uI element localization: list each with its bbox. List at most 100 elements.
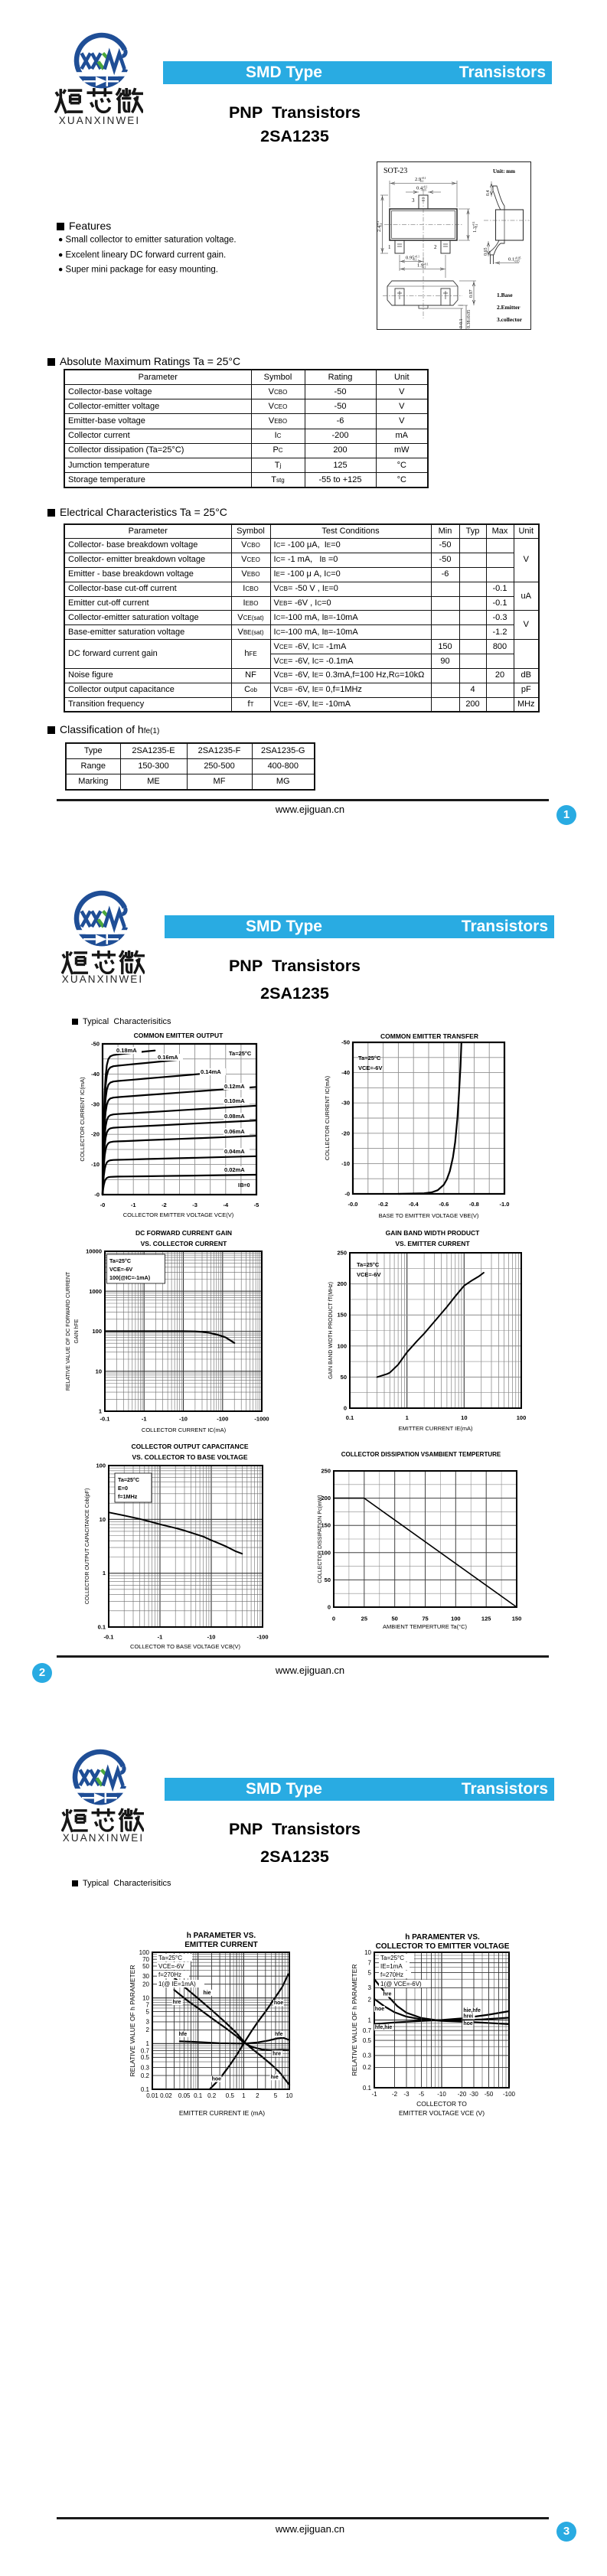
svg-text:-0.8: -0.8 [469, 1201, 479, 1208]
svg-text:-0: -0 [100, 1202, 106, 1208]
svg-text:100(@IC=-1mA): 100(@IC=-1mA) [109, 1274, 151, 1281]
svg-text:-20: -20 [341, 1130, 350, 1136]
svg-text:RELATIVE VALUE OF DC FORWARD C: RELATIVE VALUE OF DC FORWARD CURRENT [66, 1271, 71, 1391]
svg-text:-1: -1 [158, 1634, 163, 1641]
svg-text:COLLECTOR EMITTER VOLTAGE VCE(: COLLECTOR EMITTER VOLTAGE VCE(V) [123, 1211, 234, 1218]
svg-text:0.01: 0.01 [146, 2092, 158, 2099]
svg-text:-4: -4 [223, 1202, 228, 1208]
svg-text:150: 150 [512, 1616, 522, 1622]
svg-text:EMITTER VOLTAGE VCE (V): EMITTER VOLTAGE VCE (V) [399, 2109, 485, 2117]
svg-text:0-0.1: 0-0.1 [459, 319, 464, 329]
svg-text:0.16mA: 0.16mA [158, 1054, 178, 1061]
svg-text:VCE=-6V: VCE=-6V [158, 1963, 184, 1970]
svg-text:DC FORWARD CURRENT GAIN: DC FORWARD CURRENT GAIN [135, 1229, 232, 1237]
svg-text:-50: -50 [485, 2091, 494, 2098]
svg-text:0.1: 0.1 [346, 1414, 354, 1421]
svg-text:2: 2 [256, 2092, 259, 2099]
svg-text:COLLECTOR TO BASE VOLTAGE VCB(: COLLECTOR TO BASE VOLTAGE VCB(V) [130, 1643, 240, 1650]
svg-text:1.3+0.1-0.1: 1.3+0.1-0.1 [472, 221, 478, 233]
svg-text:f=270Hz: f=270Hz [158, 1971, 181, 1978]
svg-text:1000: 1000 [89, 1288, 102, 1295]
svg-text:-100: -100 [217, 1416, 228, 1423]
svg-text:RELATIVE VALUE OF h PARAMETER: RELATIVE VALUE OF h PARAMETER [129, 1965, 136, 2077]
svg-text:hfe: hfe [179, 2032, 188, 2037]
svg-text:h PARAMENTER VS.: h PARAMENTER VS. [405, 1933, 480, 1942]
svg-text:-5: -5 [254, 1202, 259, 1208]
svg-text:30: 30 [142, 1973, 149, 1980]
svg-text:AMBIENT TEMPERTURE Ta(°C): AMBIENT TEMPERTURE Ta(°C) [383, 1623, 467, 1630]
svg-text:hoe: hoe [274, 2000, 284, 2006]
svg-text:h PARAMETER VS.: h PARAMETER VS. [187, 1932, 256, 1940]
svg-text:1: 1 [242, 2092, 246, 2099]
svg-text:EMITTER CURRENT: EMITTER CURRENT [184, 1941, 258, 1949]
svg-text:COLLECTOR TO: COLLECTOR TO [416, 2100, 467, 2108]
svg-text:-0: -0 [344, 1191, 350, 1198]
svg-text:COLLECTOR OUTPUT CAPACITANCE C: COLLECTOR OUTPUT CAPACITANCE Cob(pF) [85, 1489, 90, 1605]
svg-text:0.2: 0.2 [363, 2064, 372, 2071]
svg-text:0.38±0.05: 0.38±0.05 [467, 310, 472, 328]
svg-text:5: 5 [274, 2092, 278, 2099]
svg-text:0.10mA: 0.10mA [224, 1097, 245, 1104]
svg-text:10: 10 [461, 1414, 467, 1421]
svg-text:0.97: 0.97 [469, 290, 474, 298]
svg-text:-10: -10 [91, 1161, 100, 1168]
svg-text:hre: hre [173, 2000, 181, 2005]
svg-text:1(@ IE=1mA): 1(@ IE=1mA) [158, 1981, 196, 1987]
svg-text:10: 10 [142, 1994, 149, 2001]
svg-text:hfe: hfe [275, 2032, 283, 2037]
svg-text:-3: -3 [403, 2091, 410, 2098]
svg-text:VS. COLLECTOR CURRENT: VS. COLLECTOR CURRENT [141, 1240, 228, 1247]
svg-text:5: 5 [146, 2008, 150, 2015]
svg-text:COLLECTOR CURRENT IC(mA): COLLECTOR CURRENT IC(mA) [142, 1427, 227, 1433]
svg-text:EMITTER CURRENT IE(mA): EMITTER CURRENT IE(mA) [399, 1425, 473, 1432]
svg-text:0.12mA: 0.12mA [224, 1083, 245, 1090]
svg-text:EMITTER CURRENT IE (mA): EMITTER CURRENT IE (mA) [179, 2109, 265, 2117]
svg-text:0.14mA: 0.14mA [201, 1068, 221, 1075]
svg-text:hie: hie [203, 1991, 210, 1996]
svg-text:1: 1 [146, 2040, 150, 2047]
svg-text:0.1: 0.1 [141, 2086, 150, 2093]
svg-text:GAIN hFE: GAIN hFE [74, 1319, 80, 1343]
svg-text:2: 2 [146, 2027, 150, 2033]
svg-text:COLLECTOR DISSIPATION VSAMBIEN: COLLECTOR DISSIPATION VSAMBIENT TEMPERTU… [341, 1451, 501, 1458]
svg-text:0.3: 0.3 [363, 2053, 372, 2059]
svg-text:2.4+0.1-0.1: 2.4+0.1-0.1 [377, 220, 383, 232]
svg-text:-0.1: -0.1 [104, 1634, 114, 1641]
svg-text:0.2: 0.2 [141, 2072, 150, 2079]
svg-text:1(@ VCE=-6V): 1(@ VCE=-6V) [380, 1981, 422, 1987]
svg-text:-2: -2 [392, 2091, 398, 2098]
svg-text:hie: hie [271, 2075, 279, 2080]
svg-text:50: 50 [325, 1577, 331, 1583]
svg-text:200: 200 [337, 1280, 347, 1287]
svg-text:100: 100 [96, 1462, 106, 1469]
svg-text:-30: -30 [341, 1100, 350, 1107]
svg-text:7: 7 [146, 2002, 150, 2009]
svg-text:2: 2 [434, 244, 437, 250]
svg-text:2: 2 [368, 1997, 372, 2004]
svg-text:1: 1 [388, 244, 391, 250]
svg-text:Ta=25°C: Ta=25°C [229, 1050, 252, 1057]
svg-text:1.9+0.1-0.1: 1.9+0.1 -0.1 [417, 263, 429, 269]
svg-text:50: 50 [391, 1616, 397, 1622]
svg-text:hoe: hoe [375, 2007, 385, 2012]
svg-text:0.5: 0.5 [363, 2037, 372, 2044]
svg-text:hfe,hie: hfe,hie [375, 2025, 393, 2030]
svg-text:3: 3 [368, 1984, 372, 1991]
svg-text:75: 75 [422, 1616, 428, 1622]
svg-text:-10: -10 [179, 1416, 188, 1423]
svg-text:150: 150 [337, 1312, 347, 1319]
svg-text:VS. COLLECTOR TO BASE VOLTAGE: VS. COLLECTOR TO BASE VOLTAGE [132, 1453, 248, 1461]
svg-text:100: 100 [139, 1949, 150, 1956]
svg-text:1: 1 [99, 1408, 102, 1415]
svg-text:1: 1 [368, 2017, 372, 2023]
svg-text:3: 3 [146, 2019, 150, 2026]
svg-text:0.4: 0.4 [486, 191, 491, 197]
svg-text:25: 25 [361, 1616, 367, 1622]
svg-text:RELATIVE VALUE OF h PARAMETER: RELATIVE VALUE OF h PARAMETER [351, 1965, 358, 2076]
svg-text:5: 5 [368, 1969, 372, 1976]
svg-text:1: 1 [103, 1570, 106, 1577]
svg-text:0: 0 [332, 1616, 335, 1622]
svg-text:VCE=-6V: VCE=-6V [358, 1065, 382, 1071]
svg-text:50: 50 [341, 1374, 347, 1381]
svg-text:200: 200 [321, 1495, 331, 1502]
